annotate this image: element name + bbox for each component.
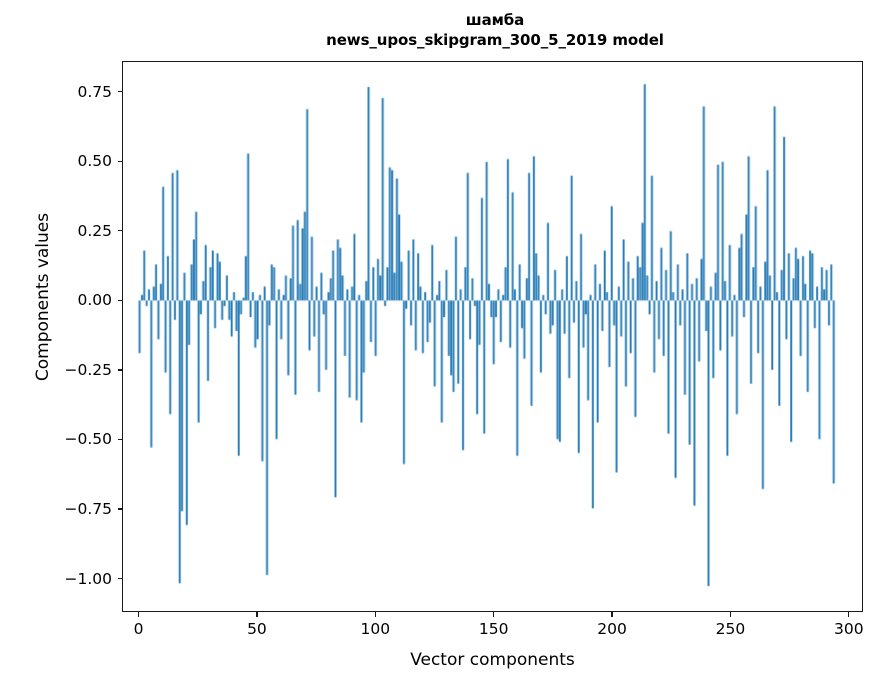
x-tick-label: 250 bbox=[715, 620, 746, 638]
x-tick-label: 300 bbox=[833, 620, 864, 638]
x-tick-label: 200 bbox=[597, 620, 627, 638]
y-tick-label: 0.75 bbox=[77, 82, 112, 101]
y-tick-label: −1.00 bbox=[64, 569, 113, 588]
x-tick-mark bbox=[729, 612, 732, 617]
x-axis-label: Vector components bbox=[410, 650, 575, 670]
bar-series-canvas bbox=[123, 62, 862, 611]
x-tick-mark bbox=[256, 612, 258, 617]
plot-area bbox=[122, 61, 863, 612]
y-axis-label: Components values bbox=[33, 212, 53, 382]
x-tick-label: 150 bbox=[478, 620, 509, 638]
chart-title: шамба bbox=[465, 11, 525, 29]
x-tick-mark bbox=[137, 612, 140, 617]
x-tick-label: 50 bbox=[247, 620, 267, 638]
chart-subtitle: news_upos_skipgram_300_5_2019 model bbox=[326, 31, 664, 49]
y-tick-label: 0.00 bbox=[77, 291, 112, 310]
y-tick-label: −0.50 bbox=[64, 430, 113, 449]
y-tick-label: −0.25 bbox=[64, 360, 113, 379]
x-tick-mark bbox=[374, 612, 376, 617]
x-tick-mark bbox=[848, 612, 850, 617]
y-tick-label: −0.75 bbox=[64, 500, 113, 519]
y-tick-label: 0.50 bbox=[77, 152, 112, 171]
x-tick-mark bbox=[493, 612, 495, 617]
x-tick-label: 100 bbox=[360, 620, 391, 638]
x-tick-mark bbox=[611, 612, 613, 617]
chart-title-block: шамба news_upos_skipgram_300_5_2019 mode… bbox=[0, 10, 880, 50]
y-tick-label: 0.25 bbox=[77, 221, 112, 240]
x-tick-label: 0 bbox=[133, 620, 144, 638]
